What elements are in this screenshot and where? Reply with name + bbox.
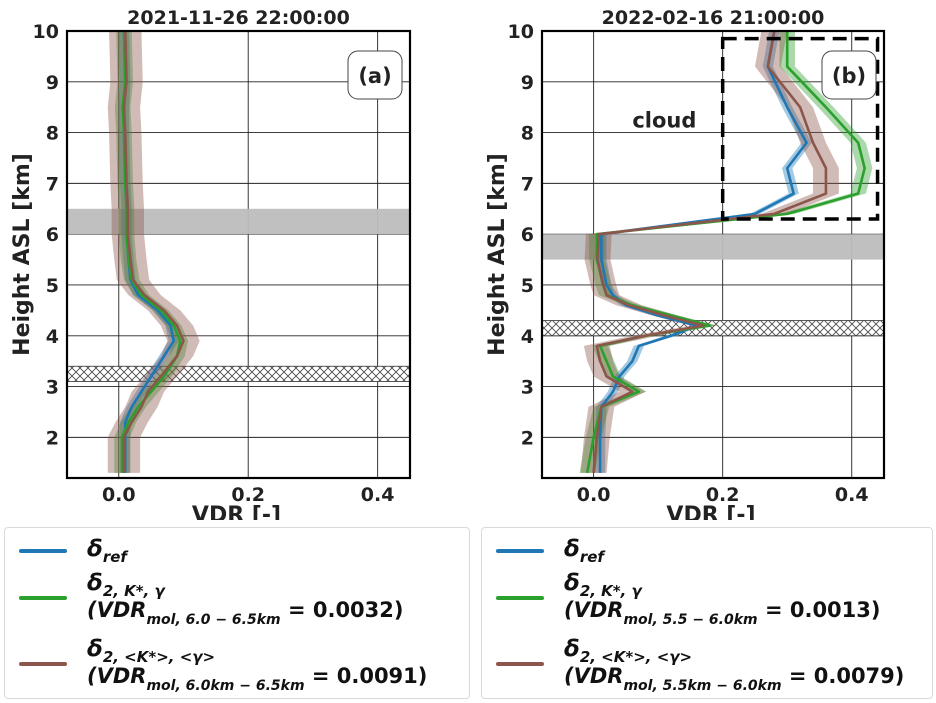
y-tick-label: 5 bbox=[46, 275, 59, 297]
legend-item-avg: δ2, <K*>, <γ> (VDRmol, 6.0km − 6.5km = 0… bbox=[5, 636, 469, 696]
legend-line-avg bbox=[19, 662, 67, 666]
reference-height-band bbox=[67, 208, 410, 235]
y-tick-label: 7 bbox=[46, 173, 59, 195]
cloud-annotation: cloud bbox=[632, 109, 696, 133]
series-line-avg bbox=[592, 31, 828, 474]
legend-expr-k: (VDRmol, 5.5 − 6.0km = 0.0013) bbox=[564, 598, 881, 628]
legend-label-k: δ2, K*, γ bbox=[87, 570, 165, 600]
legend-item-ref: δref bbox=[5, 536, 469, 566]
x-tick-label: 0.4 bbox=[835, 484, 869, 506]
y-tick-label: 7 bbox=[521, 173, 534, 195]
legend-expr-avg: (VDRmol, 6.0km − 6.5km = 0.0091) bbox=[87, 664, 428, 694]
y-tick-label: 3 bbox=[521, 377, 534, 399]
legend-item-k: δ2, K*, γ (VDRmol, 5.5 − 6.0km = 0.0013) bbox=[482, 570, 932, 630]
legend-label-ref: δref bbox=[87, 536, 127, 566]
series-line-avg bbox=[122, 31, 185, 473]
x-tick-label: 0.0 bbox=[102, 484, 136, 506]
legend-expr-avg: (VDRmol, 5.5km − 6.0km = 0.0079) bbox=[564, 664, 905, 694]
legend-item-ref: δref bbox=[482, 536, 932, 566]
legend-label-ref: δref bbox=[564, 536, 604, 566]
y-tick-label: 6 bbox=[46, 224, 59, 246]
series-group bbox=[579, 31, 873, 474]
y-tick-label: 10 bbox=[33, 21, 59, 43]
chart-title: 2022-02-16 21:00:00 bbox=[602, 7, 825, 29]
axes-frame bbox=[65, 29, 412, 480]
panel-label: (a) bbox=[358, 64, 391, 88]
axes-frame bbox=[540, 29, 886, 480]
legend-label-avg: δ2, <K*>, <γ> bbox=[87, 636, 216, 666]
figure: 0.0 0.2 0.4 2 3 4 5 6 7 8 9 10 VDR [-] Height ASL [km… bbox=[10, 7, 886, 520]
y-axis-label: Height ASL [km] bbox=[485, 153, 510, 356]
y-tick-label: 10 bbox=[508, 21, 534, 43]
y-tick-label: 4 bbox=[521, 326, 534, 348]
y-tick-label: 4 bbox=[46, 326, 59, 348]
legend-line-k bbox=[19, 596, 67, 600]
panel-label: (b) bbox=[832, 64, 866, 88]
y-tick-label: 5 bbox=[521, 275, 534, 297]
series-band-ref bbox=[118, 31, 179, 473]
cloud-box bbox=[720, 36, 880, 221]
series-band-k bbox=[114, 31, 189, 473]
y-tick-label: 8 bbox=[46, 123, 59, 145]
series-band-avg bbox=[107, 31, 200, 473]
y-tick-label: 2 bbox=[46, 427, 59, 449]
y-tick-label: 9 bbox=[46, 72, 59, 94]
hatched-height-band bbox=[66, 365, 411, 382]
legend-right: δref δ2, K*, γ (VDRmol, 5.5 − 6.0km = 0.… bbox=[481, 527, 933, 699]
panel-a-chart: 0.0 0.2 0.4 2 3 4 5 6 7 8 9 10 VDR [-] Height ASL [km… bbox=[10, 7, 412, 520]
panel-label-box bbox=[347, 50, 403, 100]
y-tick-label: 3 bbox=[46, 377, 59, 399]
y-tick-label: 8 bbox=[521, 123, 534, 145]
legend-item-avg: δ2, <K*>, <γ> (VDRmol, 5.5km − 6.0km = 0… bbox=[482, 636, 932, 696]
series-band-avg bbox=[580, 31, 839, 473]
chart-title: 2021-11-26 22:00:00 bbox=[127, 7, 350, 29]
x-axis-label: VDR [-] bbox=[192, 503, 281, 520]
legend-label-k: δ2, K*, γ bbox=[564, 570, 642, 600]
legend-label-avg: δ2, <K*>, <γ> bbox=[564, 636, 693, 666]
y-axis-label: Height ASL [km] bbox=[10, 153, 35, 356]
legend-line-avg bbox=[496, 662, 544, 666]
x-tick-label: 0.4 bbox=[361, 484, 395, 506]
hatched-height-band bbox=[541, 320, 885, 337]
y-tick-label: 9 bbox=[521, 72, 534, 94]
legend-line-k bbox=[496, 596, 544, 600]
y-tick-label: 2 bbox=[521, 427, 534, 449]
x-tick-label: 0.2 bbox=[231, 484, 265, 506]
legend-line-ref bbox=[19, 549, 67, 553]
legend-left: δref δ2, K*, γ (VDRmol, 6.0 − 6.5km = 0.… bbox=[4, 527, 470, 699]
x-tick-label: 0.2 bbox=[706, 484, 740, 506]
x-axis-label: VDR [-] bbox=[666, 503, 755, 520]
panel-label-box bbox=[821, 50, 877, 100]
legend-expr-k: (VDRmol, 6.0 − 6.5km = 0.0032) bbox=[87, 598, 404, 628]
legend-item-k: δ2, K*, γ (VDRmol, 6.0 − 6.5km = 0.0032) bbox=[5, 570, 469, 630]
legend-line-ref bbox=[496, 549, 544, 553]
series-group bbox=[107, 31, 200, 473]
x-tick-label: 0.0 bbox=[577, 484, 611, 506]
y-tick-label: 6 bbox=[521, 224, 534, 246]
panel-b-chart: cloud 0.0 0.2 0.4 2 3 4 5 6 7 8 9 10 VDR [-] Height AS… bbox=[485, 7, 886, 520]
